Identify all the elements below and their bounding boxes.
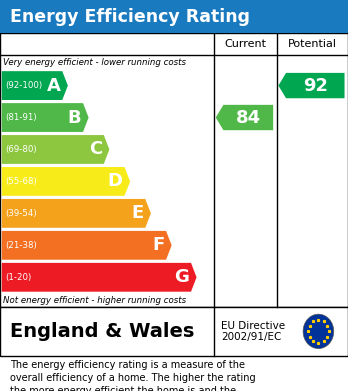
Polygon shape [2,71,68,100]
Bar [0,0,348,33]
Text: Not energy efficient - higher running costs: Not energy efficient - higher running co… [3,296,187,305]
Text: EU Directive
2002/91/EC: EU Directive 2002/91/EC [221,321,285,342]
Text: 84: 84 [236,109,261,127]
Text: A: A [47,77,61,95]
Text: B: B [68,109,81,127]
Bar [0,307,348,356]
Text: Energy Efficiency Rating: Energy Efficiency Rating [10,7,251,26]
Text: (92-100): (92-100) [5,81,42,90]
Text: Potential: Potential [288,39,337,49]
Polygon shape [216,105,273,130]
Text: E: E [131,204,144,222]
Polygon shape [2,103,89,132]
Polygon shape [2,199,151,228]
Polygon shape [2,167,130,196]
Circle shape [303,314,334,349]
Text: C: C [89,140,102,158]
Text: Current: Current [224,39,266,49]
Polygon shape [2,231,172,260]
Polygon shape [278,73,345,98]
Polygon shape [2,135,109,164]
Text: The energy efficiency rating is a measure of the
overall efficiency of a home. T: The energy efficiency rating is a measur… [10,360,256,391]
Text: G: G [174,268,189,286]
Text: (1-20): (1-20) [5,273,31,282]
Text: (21-38): (21-38) [5,241,37,250]
Bar [0,33,348,55]
Text: D: D [108,172,123,190]
Text: F: F [152,236,164,254]
Polygon shape [2,263,197,292]
Bar [0,33,348,307]
Text: 92: 92 [303,77,328,95]
Text: (55-68): (55-68) [5,177,37,186]
Text: (39-54): (39-54) [5,209,37,218]
Text: (81-91): (81-91) [5,113,37,122]
Text: Very energy efficient - lower running costs: Very energy efficient - lower running co… [3,57,187,67]
Text: England & Wales: England & Wales [10,322,195,341]
Text: (69-80): (69-80) [5,145,37,154]
